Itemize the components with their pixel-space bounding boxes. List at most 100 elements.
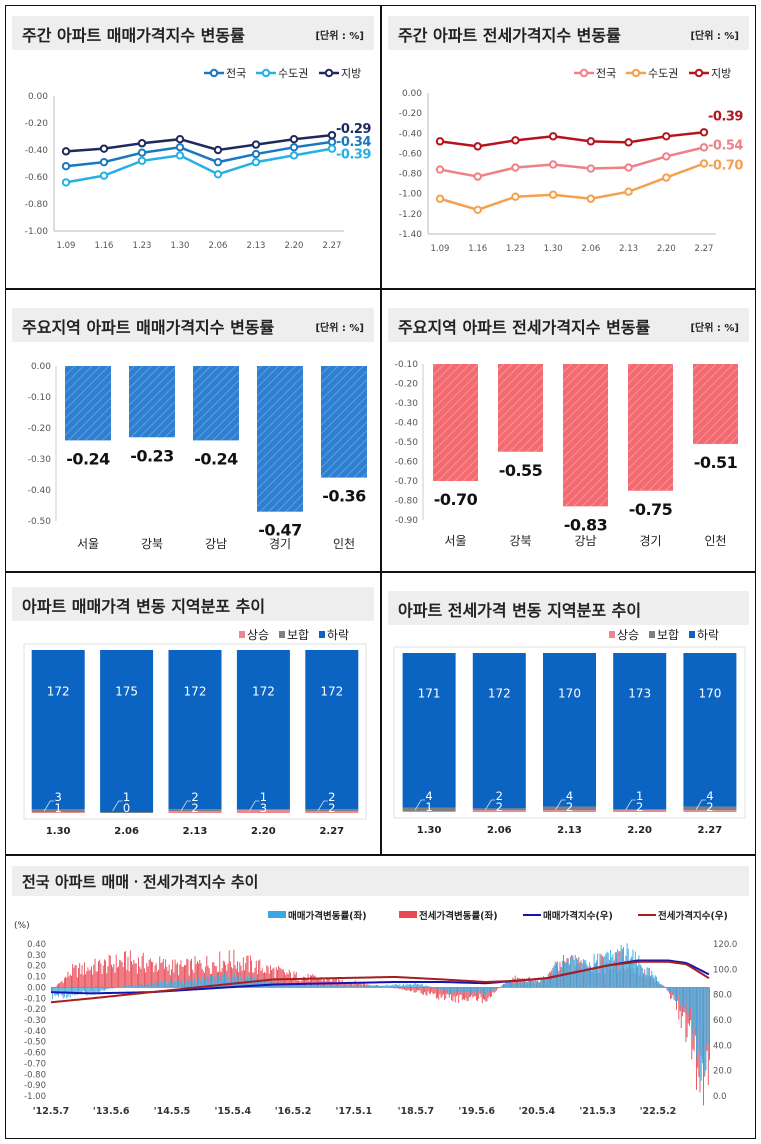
stack-segment-상승 — [683, 810, 737, 812]
bar — [393, 987, 395, 989]
x-tick-label: '16.5.2 — [275, 1106, 312, 1117]
bar — [123, 951, 125, 988]
bar — [461, 987, 463, 993]
bar — [138, 957, 140, 988]
bar — [411, 987, 413, 992]
bar — [145, 972, 147, 988]
bar — [345, 985, 347, 988]
data-point — [289, 143, 299, 152]
x-tick-label: '19.5.6 — [458, 1106, 495, 1117]
bar — [320, 985, 322, 988]
panel-title: 주간 아파트 전세가격지수 변동률 — [398, 26, 621, 45]
bar — [287, 974, 289, 988]
bar — [131, 961, 132, 988]
bar — [180, 982, 182, 988]
bar — [155, 963, 157, 988]
bar — [304, 985, 305, 988]
x-tick-label: 2.27 — [695, 244, 714, 254]
bar — [612, 954, 614, 988]
stack-segment-보합 — [31, 809, 85, 813]
bar — [318, 985, 320, 988]
bar — [313, 975, 315, 988]
x-tick-label: 2.20 — [657, 244, 676, 254]
bar — [148, 960, 150, 988]
y-tick-label: -0.40 — [399, 129, 423, 139]
bar — [155, 981, 157, 988]
data-point — [662, 132, 671, 141]
bar — [636, 961, 637, 988]
down-count-label: 172 — [320, 685, 343, 699]
bar — [86, 971, 88, 988]
bar — [364, 986, 366, 988]
bar — [269, 979, 271, 988]
legend-label: 하락 — [327, 628, 349, 642]
stack-segment-상승 — [168, 811, 222, 813]
bar — [294, 983, 296, 988]
bar — [530, 980, 531, 988]
bar — [619, 956, 621, 988]
bar — [538, 983, 540, 988]
bar — [85, 987, 87, 993]
down-count-label: 171 — [418, 687, 441, 701]
bar — [641, 968, 643, 988]
down-count-label: 172 — [252, 685, 275, 699]
bar — [233, 949, 235, 988]
bar — [464, 987, 466, 992]
stack-segment-하락 — [168, 650, 222, 810]
bar — [61, 987, 63, 996]
bar — [678, 987, 680, 997]
bar — [208, 978, 210, 988]
x-tick-label: '21.5.3 — [579, 1106, 616, 1117]
category-label: 1.30 — [46, 826, 71, 837]
bar — [219, 974, 221, 988]
bar — [527, 981, 529, 988]
bar — [327, 985, 329, 988]
bar — [709, 987, 710, 1038]
bar-series-매매가격변동률(좌) — [51, 943, 710, 1082]
bar — [129, 985, 131, 988]
bar — [151, 983, 152, 988]
bar — [55, 986, 57, 988]
bar — [142, 952, 144, 988]
bar — [503, 985, 504, 988]
bar — [397, 987, 398, 989]
bar — [93, 964, 95, 988]
bar — [525, 981, 527, 988]
bar — [139, 966, 141, 988]
stack-segment-보합 — [236, 809, 290, 811]
bar — [135, 963, 137, 988]
category-label: 강남 — [205, 537, 227, 551]
bar — [51, 987, 52, 993]
bar — [99, 959, 101, 988]
right-y-tick-label: 100.0 — [713, 965, 737, 975]
bar — [221, 975, 223, 988]
bar — [485, 987, 487, 1002]
x-tick-label: '18.5.7 — [398, 1106, 435, 1117]
legend-marker — [324, 68, 334, 78]
x-tick-label: 1.30 — [544, 244, 563, 254]
bar — [342, 986, 344, 988]
right-y-tick-label: 0.0 — [713, 1092, 727, 1102]
bar — [459, 987, 461, 996]
bar — [185, 965, 187, 988]
data-point — [289, 151, 299, 160]
bar — [402, 983, 404, 988]
bar — [447, 987, 449, 994]
bar — [333, 985, 335, 988]
bar — [513, 983, 515, 988]
bar — [677, 987, 679, 996]
category-label: 2.06 — [114, 826, 139, 837]
bar — [261, 968, 263, 988]
left-y-tick-label: -0.40 — [24, 1027, 46, 1037]
bar — [302, 976, 304, 988]
bar — [315, 985, 317, 988]
bar — [235, 976, 237, 988]
bar — [422, 985, 424, 988]
bar — [313, 985, 315, 988]
legend-swatch — [649, 631, 655, 638]
down-count-label: 172 — [184, 685, 207, 699]
series-end-label: -0.39 — [708, 109, 743, 124]
bar — [154, 983, 156, 988]
bar — [185, 980, 187, 988]
bar — [179, 964, 181, 988]
